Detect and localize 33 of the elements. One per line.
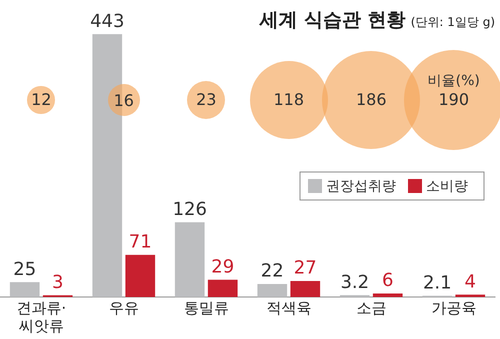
legend-label: 소비량 xyxy=(426,178,468,195)
bar xyxy=(372,293,403,297)
bar xyxy=(174,222,205,297)
data-label: 25 xyxy=(13,258,36,280)
bar xyxy=(10,282,40,297)
data-label: 2.1 xyxy=(422,272,452,294)
bar xyxy=(125,254,156,297)
circle: 16 xyxy=(108,84,140,116)
legend-label: 권장섭취량 xyxy=(326,178,396,195)
annotation: 비율(%) xyxy=(428,72,480,90)
data-label: 29 xyxy=(211,256,234,278)
x-tick-label: 소금 xyxy=(356,298,386,317)
data-label: 22 xyxy=(260,260,284,282)
chart-title: 세계 식습관 현황 xyxy=(258,9,406,31)
x-tick-label: 우유 xyxy=(108,298,139,317)
data-label: 71 xyxy=(128,232,152,253)
circle: 23 xyxy=(187,80,226,120)
x-tick-label: 적색육 xyxy=(266,298,312,317)
x-tick-label: 견과류·씨앗류 xyxy=(16,298,66,335)
data-label: 6 xyxy=(382,270,394,292)
data-label: 3 xyxy=(52,272,64,293)
x-tick-label: 가공육 xyxy=(431,298,476,317)
data-label: 4 xyxy=(464,271,476,292)
chart-subtitle: (단위: 1일당 g) xyxy=(410,15,496,29)
data-label: 3.2 xyxy=(340,272,370,293)
bar xyxy=(290,280,320,297)
data-label: 27 xyxy=(294,258,317,279)
x-tick-label: 통밀류 xyxy=(184,298,229,317)
data-label: 126 xyxy=(172,198,207,220)
data-label: 443 xyxy=(90,10,124,32)
bar xyxy=(208,280,238,297)
circle: 12 xyxy=(27,86,56,114)
bar xyxy=(257,284,288,297)
